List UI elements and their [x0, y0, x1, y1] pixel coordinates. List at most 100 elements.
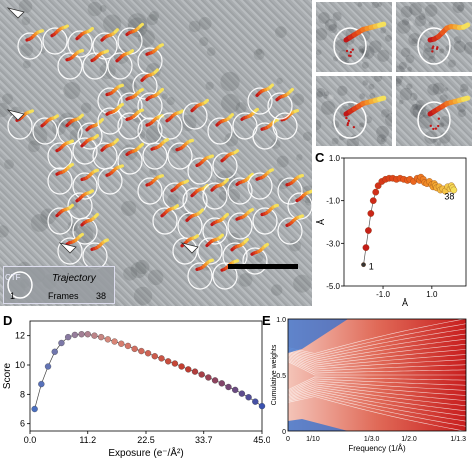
background-blob	[380, 28, 386, 34]
particle-center-marker	[435, 127, 437, 129]
trajectory-segment	[300, 176, 302, 177]
trajectory-chart: 1.0-1.0-3.0-5.0-1.0 1.0ÅÅ138	[316, 150, 474, 306]
particle-with-trajectory	[168, 140, 192, 169]
particle-center-marker	[348, 120, 350, 122]
trajectory-segment	[95, 215, 97, 217]
background-blob	[20, 44, 33, 57]
y-tick-label: 8	[20, 389, 25, 399]
background-blob	[31, 214, 49, 232]
trajectory-point	[373, 189, 379, 195]
x-tick-label: 0	[286, 436, 290, 443]
legend-frame-end: 38	[96, 291, 106, 301]
zoom-tile-2	[396, 2, 472, 72]
zoom-tile-1	[316, 2, 392, 72]
score-point	[158, 355, 164, 361]
trajectory-segment	[155, 70, 157, 72]
zoom-tile-4	[396, 76, 472, 146]
trajectory-segment	[140, 90, 142, 91]
background-blob	[406, 55, 415, 64]
y-tick-label: 10	[15, 360, 25, 370]
trajectory-segment	[235, 261, 237, 262]
background-blob	[289, 240, 301, 252]
trajectory-point	[365, 227, 371, 233]
zoom-tile-3	[316, 76, 392, 146]
particle-center-marker	[432, 128, 434, 130]
score-point	[252, 399, 258, 405]
trajectory-segment	[90, 29, 92, 31]
trajectory-segment	[464, 25, 468, 27]
background-blob	[368, 84, 374, 90]
background-blob	[410, 93, 418, 101]
score-point	[205, 374, 211, 380]
background-blob	[254, 49, 265, 60]
background-blob	[277, 156, 289, 168]
background-blob	[324, 91, 329, 96]
trajectory-segment	[90, 191, 92, 192]
legend-frame-start: 1	[10, 291, 15, 301]
background-blob	[207, 47, 216, 56]
trajectory-segment	[230, 115, 232, 117]
particle-with-trajectory	[153, 206, 177, 234]
particle-with-trajectory	[138, 176, 162, 204]
background-blob	[4, 159, 14, 169]
particle-center-marker	[432, 45, 434, 47]
legend-trajectory-label: Trajectory	[52, 273, 96, 284]
trajectory-segment	[30, 111, 32, 112]
x-axis-label: Exposure (e⁻/Å²)	[108, 446, 183, 459]
trajectory-point	[368, 210, 374, 216]
trajectory-segment	[210, 156, 212, 157]
particle-with-trajectory	[273, 111, 297, 139]
trajectory-segment	[160, 89, 162, 91]
score-point	[225, 384, 231, 390]
zoom-tile-overlay	[396, 2, 472, 72]
background-blob	[148, 270, 163, 285]
x-tick-label: 1/1.3	[450, 436, 466, 443]
trajectory-segment	[270, 85, 272, 87]
trajectory-segment	[140, 110, 142, 111]
background-blob	[425, 4, 438, 17]
trajectory-segment	[80, 115, 82, 117]
background-blob	[147, 14, 158, 25]
background-blob	[419, 13, 426, 20]
background-blob	[397, 20, 411, 34]
trajectory-segment	[235, 151, 237, 153]
y-tick-label: -1.0	[326, 197, 340, 206]
trajectory-segment	[175, 206, 177, 208]
background-blob	[292, 93, 304, 105]
y-axis-label: Score	[2, 363, 13, 390]
particle-with-trajectory	[253, 205, 277, 234]
trajectory-segment	[70, 165, 72, 166]
x-tick-label: 1/2.0	[401, 436, 417, 443]
zoom-tile-overlay	[316, 76, 392, 146]
particle-center-marker	[347, 122, 349, 124]
trajectory-segment	[105, 240, 107, 241]
score-point	[165, 358, 171, 364]
background-blob	[358, 2, 363, 7]
particle-with-trajectory	[233, 109, 257, 139]
background-blob	[362, 62, 369, 69]
trajectory-segment	[130, 51, 132, 53]
trajectory-segment	[205, 100, 207, 102]
legend-ctf-label: CTF	[5, 273, 21, 282]
trajectory-segment	[55, 116, 57, 117]
background-blob	[134, 287, 152, 305]
background-blob	[293, 275, 311, 293]
y-axis-label: Å	[316, 219, 326, 225]
background-blob	[2, 94, 13, 105]
background-blob	[377, 2, 382, 7]
trajectory-segment	[220, 235, 222, 237]
background-blob	[199, 17, 212, 30]
x-tick-label: 11.2	[79, 435, 96, 445]
scale-bar	[228, 264, 298, 269]
score-point	[32, 406, 38, 412]
x-tick-label: -1.0	[376, 290, 390, 299]
score-point	[52, 349, 58, 355]
trajectory-segment	[295, 111, 297, 112]
trajectory-segment	[190, 140, 192, 141]
background-blob	[22, 17, 31, 26]
background-blob	[411, 38, 417, 44]
y-axis-label: Cumulative weights	[271, 344, 278, 405]
background-blob	[123, 267, 137, 281]
background-blob	[271, 284, 282, 295]
background-blob	[444, 87, 448, 91]
